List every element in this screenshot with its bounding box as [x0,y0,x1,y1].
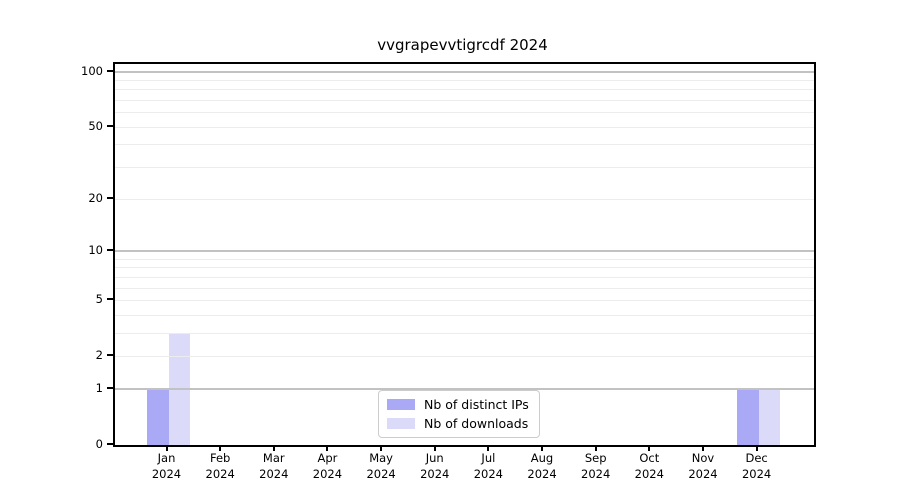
month-label: Nov [691,451,715,465]
month-label: Oct [639,451,660,465]
x-tick-label: Jul 2024 [458,450,518,482]
x-tick-label: Jun 2024 [405,450,465,482]
month-label: Aug [530,451,554,465]
bar-distinct-ips-dec [737,388,759,445]
gridline-minor [115,144,814,146]
gridline-major [115,249,814,252]
gridline-minor [115,100,814,102]
year-label: 2024 [688,467,718,481]
legend: Nb of distinct IPs Nb of downloads [378,390,540,438]
year-label: 2024 [205,467,235,481]
gridline-minor [115,126,814,128]
gridline-minor [115,258,814,260]
year-label: 2024 [259,467,289,481]
year-label: 2024 [312,467,343,481]
y-tick-label: 5 [95,291,103,306]
x-tick-label: Mar 2024 [244,450,304,482]
x-tick-mark [701,445,704,451]
y-tick-label: 1 [95,380,103,395]
year-label: 2024 [420,467,450,481]
bar-downloads-jan [168,332,190,445]
y-tick-label: 2 [95,348,103,363]
y-tick-mark [107,354,114,357]
gridline-minor [115,356,814,358]
gridline-minor [115,276,814,278]
x-tick-mark [326,445,329,451]
y-tick-mark [107,386,114,389]
gridline-minor [115,287,814,289]
month-label: Jul [481,451,496,465]
x-tick-mark [594,445,597,451]
y-tick-label: 50 [88,118,103,133]
y-tick-label: 10 [88,242,103,257]
year-label: 2024 [527,467,557,481]
bar-distinct-ips-jan [147,388,169,445]
x-tick-mark [541,445,544,451]
y-tick-mark [107,443,114,445]
x-tick-label: Feb 2024 [190,450,250,482]
x-tick-label: Sep 2024 [566,450,626,482]
legend-item-distinct-ips: Nb of distinct IPs [387,397,529,412]
gridline-minor [115,198,814,200]
gridline-minor [115,112,814,114]
year-label: 2024 [151,467,182,481]
legend-label-distinct-ips: Nb of distinct IPs [424,397,529,412]
month-label: Jan [157,451,176,465]
legend-swatch-distinct-ips [387,399,415,410]
x-tick-mark [648,445,651,451]
x-tick-mark [272,445,275,451]
legend-item-downloads: Nb of downloads [387,416,529,431]
x-tick-label: Aug 2024 [512,450,572,482]
month-label: Mar [262,451,285,465]
legend-label-downloads: Nb of downloads [424,416,529,431]
x-tick-label: Apr 2024 [297,450,357,482]
gridline-minor [115,267,814,269]
x-tick-mark [380,445,383,451]
x-tick-mark [755,445,758,451]
gridline-minor [115,314,814,316]
gridline-minor [115,299,814,301]
year-label: 2024 [366,467,396,481]
x-tick-label: May 2024 [351,450,411,482]
y-tick-mark [107,124,114,127]
year-label: 2024 [741,467,772,481]
month-label: Jun [425,451,444,465]
y-tick-mark [107,297,114,300]
x-tick-label: Oct 2024 [619,450,679,482]
month-label: Dec [745,451,768,465]
x-tick-label: Jan 2024 [137,450,197,482]
x-tick-mark [433,445,436,451]
gridline-minor [115,89,814,91]
y-tick-label: 20 [88,190,103,205]
x-tick-mark [487,445,490,451]
x-tick-label: Dec 2024 [727,450,787,482]
y-tick-label: 0 [95,437,103,451]
gridline-minor [115,79,814,81]
x-tick-mark [165,445,168,451]
gridline-minor [115,167,814,169]
month-label: Sep [584,451,607,465]
month-label: Feb [209,451,231,465]
gridline-major [115,70,814,73]
chart-title: vvgrapevvtigrcdf 2024 [377,36,548,54]
legend-swatch-downloads [387,418,415,429]
y-tick-mark [107,248,114,251]
month-label: May [369,451,393,465]
y-tick-mark [107,196,114,199]
month-label: Apr [317,451,338,465]
year-label: 2024 [581,467,611,481]
x-tick-mark [219,445,222,451]
gridline-minor [115,332,814,334]
year-label: 2024 [473,467,504,481]
bar-downloads-dec [758,388,781,445]
y-tick-label: 100 [81,63,103,78]
year-label: 2024 [634,467,664,481]
x-tick-label: Nov 2024 [673,450,733,482]
y-tick-mark [107,69,114,72]
